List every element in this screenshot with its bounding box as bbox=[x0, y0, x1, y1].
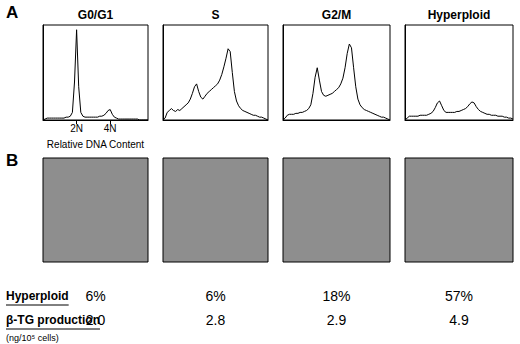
svg-text:2.9: 2.9 bbox=[327, 312, 347, 328]
svg-text:(ng/10⁵ cells): (ng/10⁵ cells) bbox=[6, 333, 59, 343]
svg-text:B: B bbox=[6, 151, 18, 170]
svg-text:2N: 2N bbox=[70, 123, 83, 134]
svg-text:Relative DNA Content: Relative DNA Content bbox=[47, 139, 144, 150]
svg-text:A: A bbox=[6, 3, 18, 22]
svg-text:18%: 18% bbox=[322, 288, 350, 304]
svg-text:G2/M: G2/M bbox=[322, 8, 351, 22]
svg-text:2.0: 2.0 bbox=[86, 312, 106, 328]
svg-text:G0/G1: G0/G1 bbox=[78, 8, 114, 22]
svg-text:β-TG production: β-TG production bbox=[6, 313, 100, 327]
svg-text:Hyperploid: Hyperploid bbox=[6, 289, 69, 303]
svg-text:6%: 6% bbox=[205, 288, 225, 304]
svg-text:S: S bbox=[211, 8, 219, 22]
svg-text:4N: 4N bbox=[104, 123, 117, 134]
svg-text:2.8: 2.8 bbox=[206, 312, 226, 328]
svg-text:Hyperploid: Hyperploid bbox=[428, 8, 491, 22]
svg-text:6%: 6% bbox=[85, 288, 105, 304]
svg-text:57%: 57% bbox=[445, 288, 473, 304]
svg-text:4.9: 4.9 bbox=[449, 312, 469, 328]
